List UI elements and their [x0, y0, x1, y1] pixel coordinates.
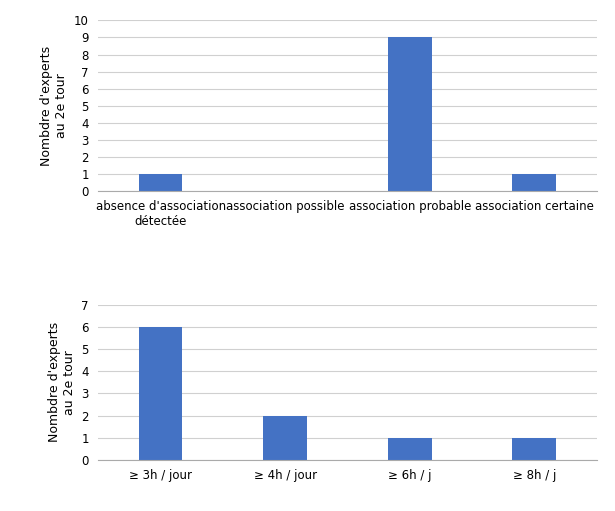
Bar — [139, 174, 183, 191]
Bar — [388, 37, 432, 191]
Bar — [512, 438, 556, 460]
Bar — [512, 174, 556, 191]
Y-axis label: Nombdre d'experts
au 2e tour: Nombdre d'experts au 2e tour — [47, 322, 76, 443]
Bar — [139, 327, 183, 460]
Y-axis label: Nombdre d'experts
au 2e tour: Nombdre d'experts au 2e tour — [40, 45, 68, 166]
Bar — [388, 438, 432, 460]
Bar — [263, 415, 307, 460]
